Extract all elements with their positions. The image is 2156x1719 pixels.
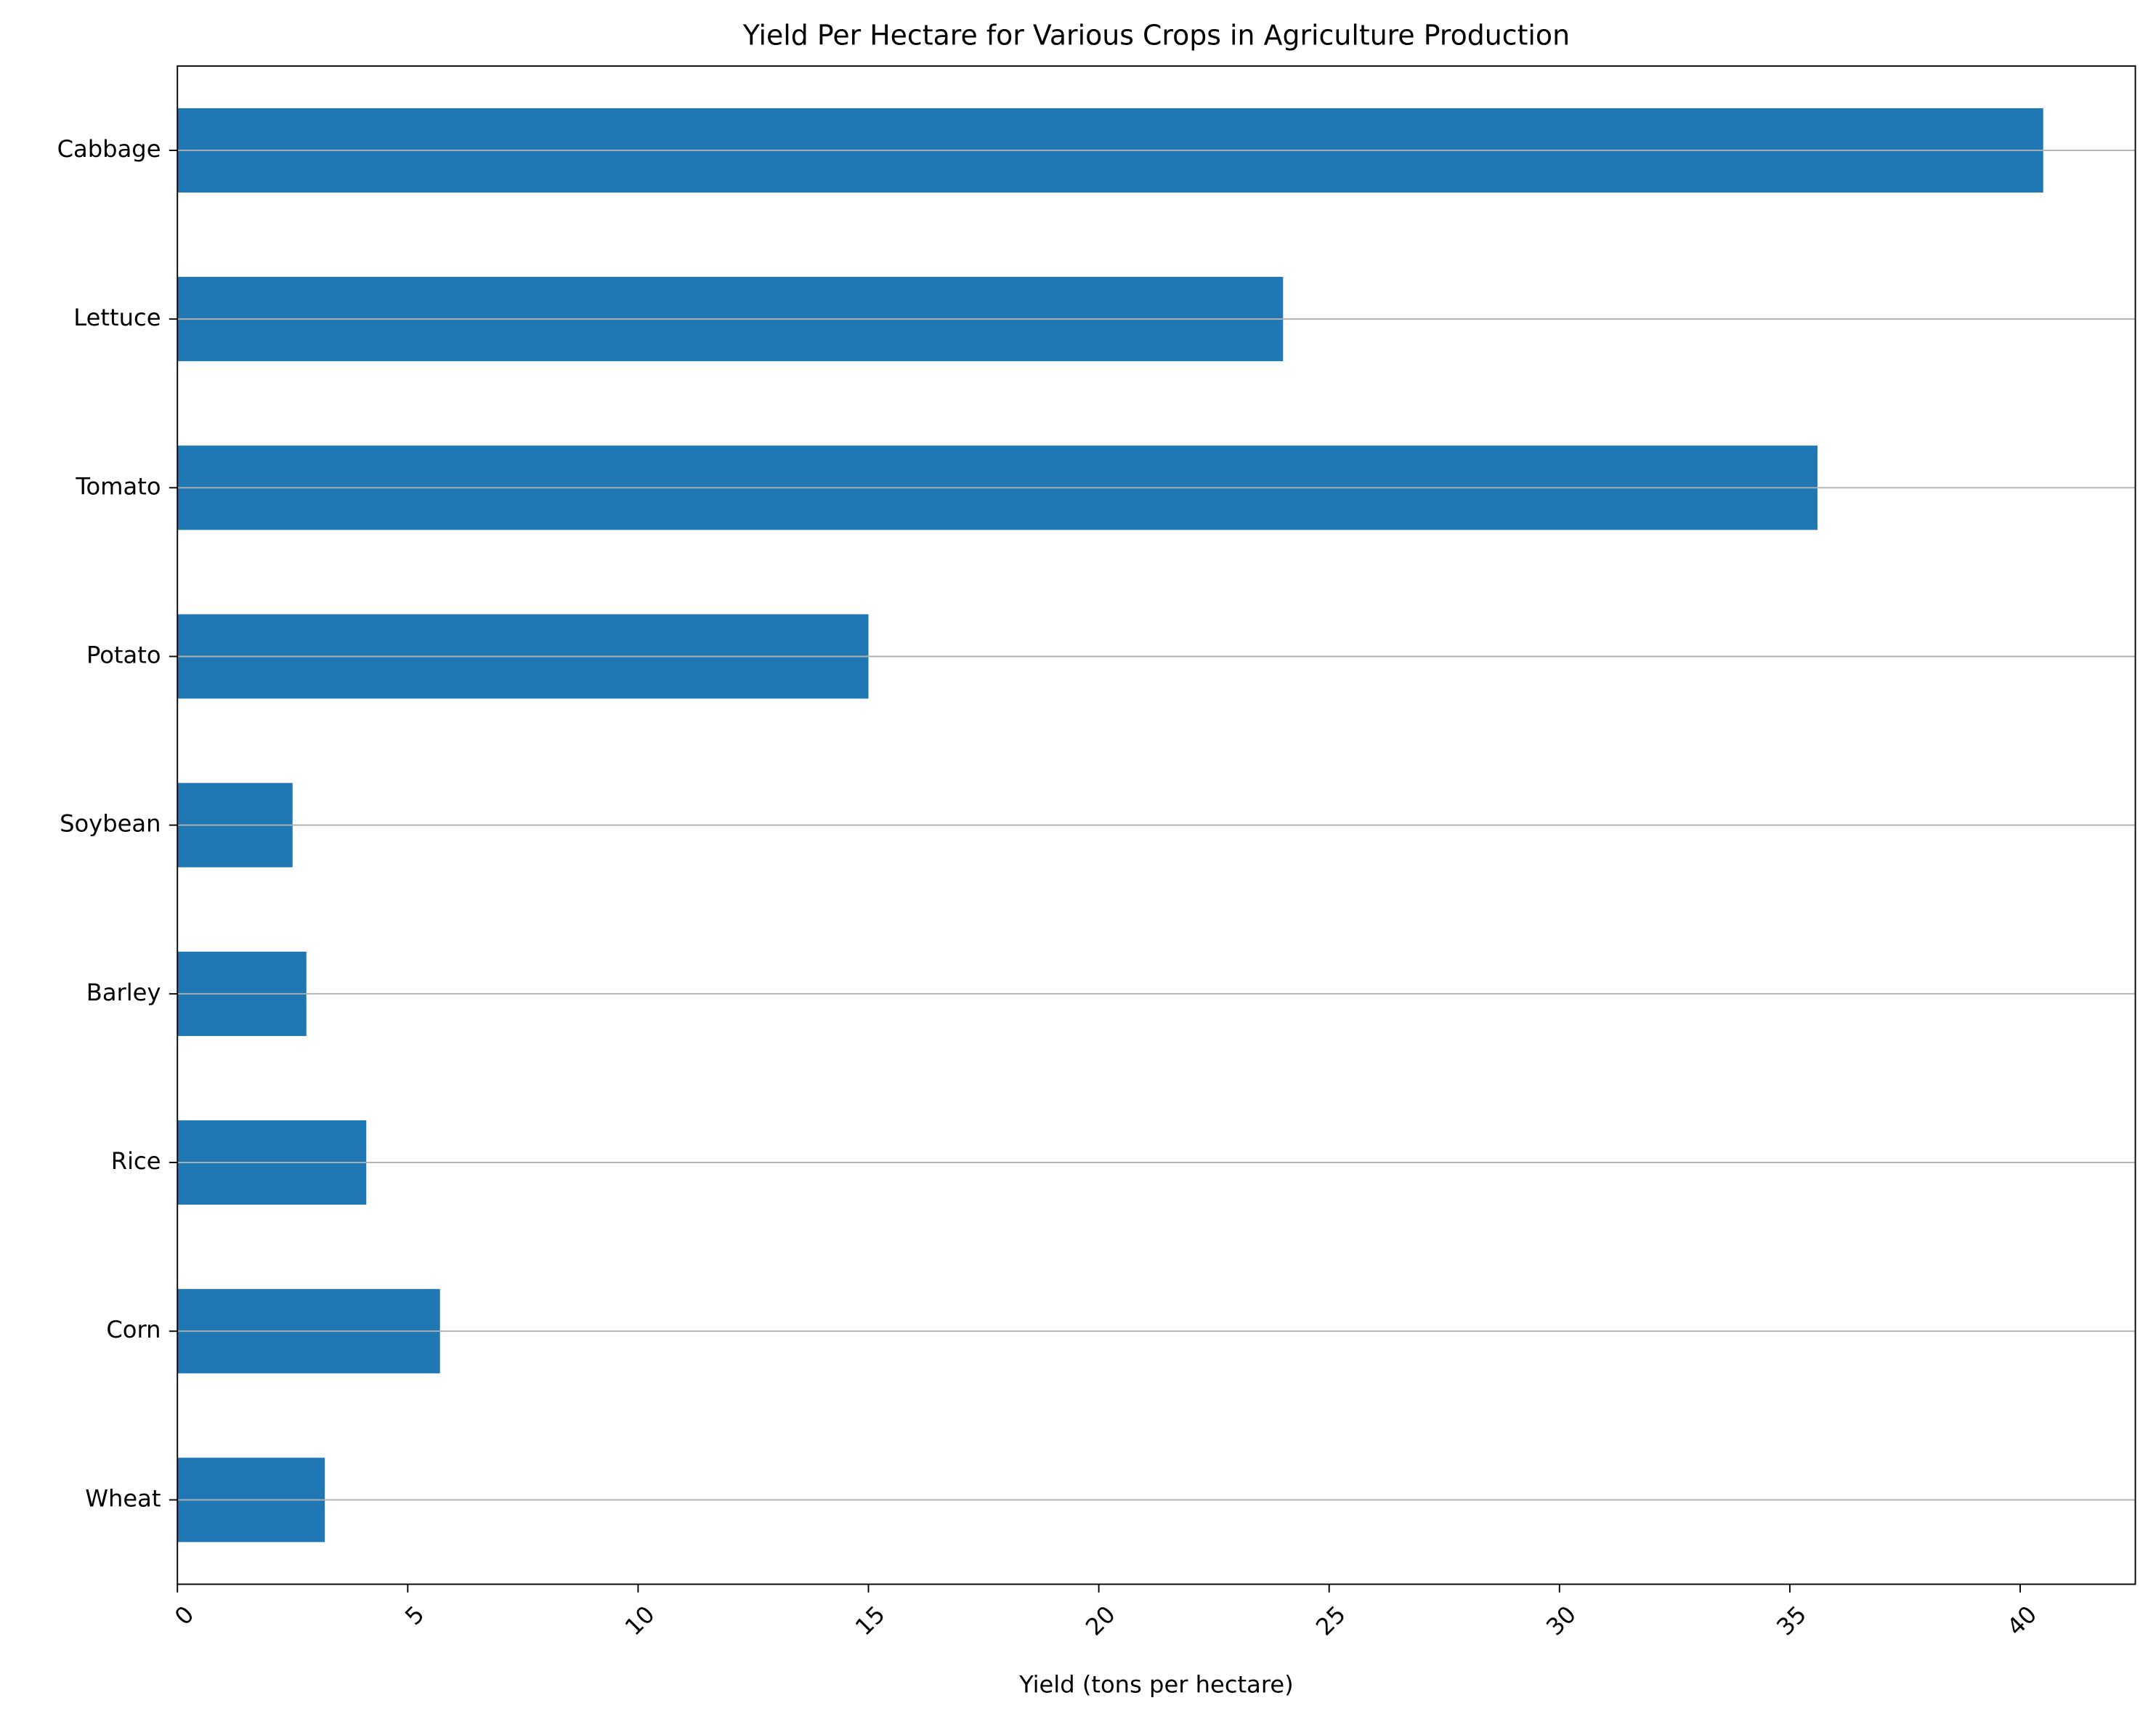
y-tick-label: Corn bbox=[106, 1316, 161, 1343]
y-tick-label: Cabbage bbox=[57, 135, 161, 163]
y-tick-label: Tomato bbox=[75, 472, 161, 500]
y-tick-label: Barley bbox=[86, 979, 161, 1006]
chart-title: Yield Per Hectare for Various Crops in A… bbox=[742, 20, 1570, 52]
plot-frame bbox=[177, 65, 2136, 1585]
y-tick-label: Wheat bbox=[85, 1484, 161, 1512]
x-axis-label: Yield (tons per hectare) bbox=[1018, 1671, 1294, 1699]
y-tick-label: Soybean bbox=[60, 810, 161, 838]
y-tick-label: Lettuce bbox=[73, 304, 161, 331]
y-tick-label: Rice bbox=[111, 1147, 161, 1175]
y-tick-label: Potato bbox=[86, 641, 161, 668]
